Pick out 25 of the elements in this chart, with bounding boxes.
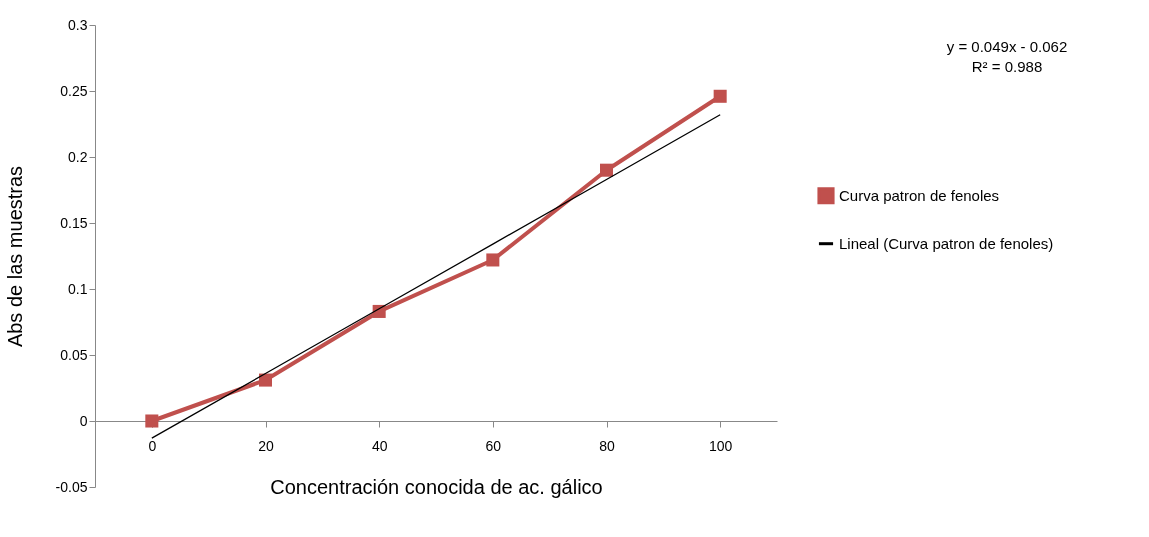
y-tick-label: 0.3 xyxy=(68,16,88,33)
y-tick-label: 0.2 xyxy=(68,148,88,165)
legend-label: Lineal (Curva patron de fenoles) xyxy=(839,234,1054,252)
point xyxy=(713,89,727,103)
x-tick-label: 20 xyxy=(258,437,274,454)
x-tick-label: 80 xyxy=(599,437,615,454)
point xyxy=(258,373,273,387)
x-tick-label: 40 xyxy=(371,437,388,454)
text: R² = 0.988 xyxy=(971,58,1043,75)
legend-label: Curva patron de fenoles xyxy=(839,186,1000,204)
y-tick-label: 0.1 xyxy=(68,280,88,297)
y-tick-label: 0.15 xyxy=(60,214,88,231)
y-tick-label: 0.05 xyxy=(60,346,88,363)
x-tick-label: 100 xyxy=(708,437,733,454)
y-tick-label: 0 xyxy=(79,412,88,429)
y-axis-title: Abs de las muestras xyxy=(3,165,26,348)
point xyxy=(145,414,159,428)
x-axis-title: Concentración conocida de ac. gálico xyxy=(270,475,603,498)
point xyxy=(599,163,614,177)
x-tick-label: 0 xyxy=(148,437,157,454)
x-tick-label: 60 xyxy=(485,437,502,454)
text: y = 0.049x - 0.062 xyxy=(946,38,1068,55)
point xyxy=(486,253,500,267)
y-tick-label: -0.05 xyxy=(55,478,88,495)
y-tick-label: 0.25 xyxy=(60,82,88,99)
